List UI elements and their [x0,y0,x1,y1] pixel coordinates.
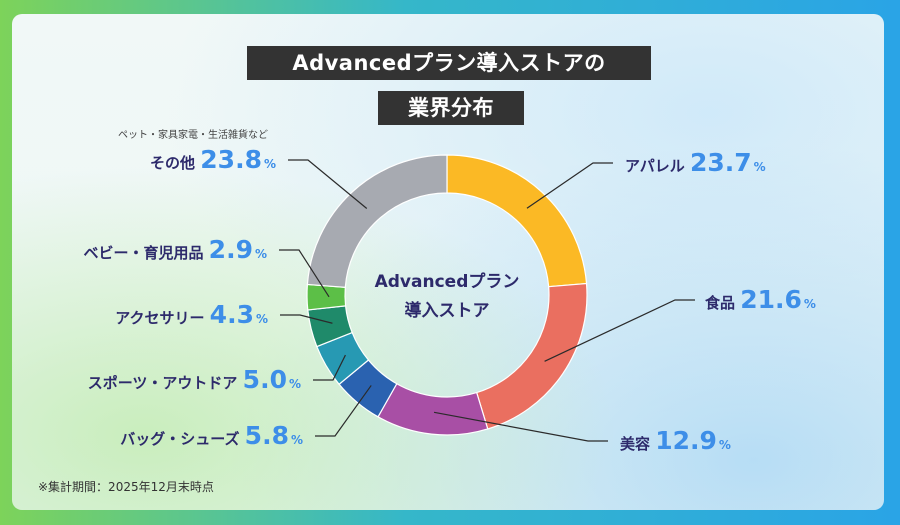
slice-6 [306,283,347,311]
category-label: アクセサリー [115,309,209,327]
value-label: 4.3 [210,300,254,329]
slice-label-4: スポーツ・アウトドア 5.0% [88,365,301,394]
category-label: その他 [150,154,200,172]
category-label: スポーツ・アウトドア [88,374,243,392]
unit-label: % [256,312,268,326]
leader-line-0 [526,162,613,209]
annotation-0: ペット・家具家電・生活雑貨など [118,128,268,141]
leader-line-3 [315,385,372,437]
category-label: 食品 [705,294,740,312]
slice-label-0: アパレル 23.7% [625,148,766,177]
value-label: 12.9 [655,426,717,455]
value-label: 5.8 [245,421,289,450]
leader-line-2 [433,411,608,442]
chart-labels: アパレル 23.7 %食品 21.6 %美容 12.9 %バッグ・シューズ 5.8 %ス… [83,128,816,455]
category-label: 美容 [620,435,655,453]
unit-label: % [264,157,276,171]
leader-line-5 [280,314,333,324]
slice-1 [475,282,588,430]
slice-label-3: バッグ・シューズ 5.8% [120,421,303,450]
chart-slices [306,154,588,436]
leader-lines [279,159,695,442]
center-label-line1: Advancedプラン [375,271,520,292]
category-label: バッグ・シューズ [120,430,244,448]
value-label: 21.6 [740,285,802,314]
unit-label: % [291,433,303,447]
unit-label: % [754,160,766,174]
value-label: 2.9 [209,235,253,264]
chart-title-line1: Advancedプラン導入ストアの [247,46,651,80]
chart-title-line2: 業界分布 [378,91,524,125]
unit-label: % [255,247,267,261]
value-label: 5.0 [243,365,287,394]
slice-label-5: アクセサリー 4.3% [115,300,268,329]
center-label-line2: 導入ストア [405,300,490,321]
slice-7 [306,154,448,288]
unit-label: % [804,297,816,311]
leader-line-1 [544,299,695,362]
slice-label-6: ベビー・育児用品 2.9% [83,235,267,264]
slice-0 [446,154,588,288]
unit-label: % [289,377,301,391]
unit-label: % [719,438,731,452]
value-label: 23.8 [200,145,262,174]
category-label: アパレル [625,157,690,175]
leader-line-7 [288,159,368,209]
category-label: ベビー・育児用品 [83,244,208,262]
leader-line-4 [313,354,346,381]
value-label: 23.7 [690,148,752,177]
slice-label-1: 食品 21.6% [705,285,816,314]
leader-line-6 [279,249,330,298]
footnote: ※集計期間：2025年12月末時点 [38,480,214,494]
slice-label-2: 美容 12.9% [620,426,731,455]
slice-2 [377,382,489,436]
slice-label-7: その他 23.8% [150,145,276,174]
